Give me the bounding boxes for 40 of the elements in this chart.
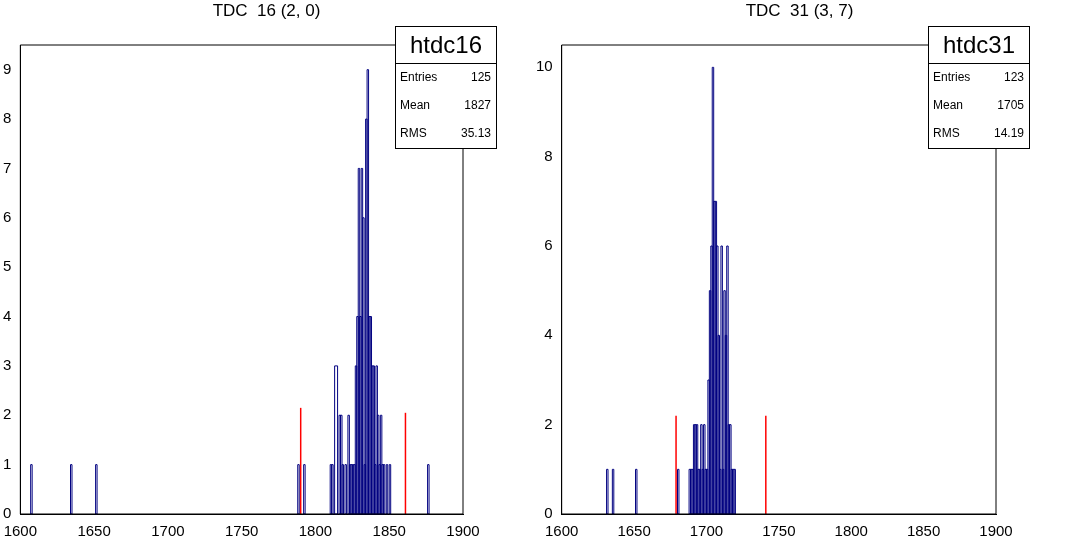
text: Entries 123 [933, 70, 1024, 84]
x-tick-label: 1850 [372, 522, 406, 540]
text: RMS 14.19 [933, 126, 1024, 140]
x-tick-label: 1900 [446, 522, 480, 540]
y-tick-label: 0 [544, 504, 553, 522]
y-tick-label: 6 [544, 236, 553, 254]
x-tick-label: 1650 [77, 522, 111, 540]
text: Mean 1705 [933, 98, 1024, 112]
x-tick-label: 1700 [689, 522, 724, 540]
x-tick-label: 1600 [3, 522, 38, 540]
y-tick-label: 7 [3, 158, 12, 176]
text: Mean 1827 [400, 98, 491, 112]
y-tick-label: 2 [3, 405, 12, 423]
y-tick-label: 4 [3, 306, 12, 324]
y-tick-label: 8 [3, 109, 12, 127]
text: RMS 35.13 [400, 126, 491, 140]
x-tick-label: 1800 [298, 522, 333, 540]
text: Entries 125 [400, 70, 491, 84]
x-tick-label: 1750 [762, 522, 796, 540]
y-tick-label: 4 [544, 325, 553, 343]
x-tick-label: 1900 [979, 522, 1013, 540]
y-tick-label: 2 [544, 414, 553, 432]
y-tick-label: 9 [3, 59, 12, 77]
annotation: htdc31 [929, 27, 1029, 64]
y-tick-label: 1 [3, 454, 12, 472]
x-tick-label: 1700 [151, 522, 185, 540]
chart-title: TDC 16 (2, 0) [211, 0, 322, 22]
x-tick-label: 1850 [906, 522, 941, 540]
y-tick-label: 10 [536, 57, 553, 75]
x-tick-label: 1750 [224, 522, 259, 540]
y-tick-label: 3 [3, 356, 12, 374]
annotation: htdc16 [396, 27, 496, 64]
y-tick-label: 5 [3, 257, 12, 275]
y-tick-label: 6 [3, 207, 12, 225]
y-tick-label: 8 [544, 146, 553, 164]
y-tick-label: 0 [3, 504, 12, 522]
x-tick-label: 1650 [617, 522, 651, 540]
x-tick-label: 1600 [545, 522, 579, 540]
chart-title: TDC 31 (3, 7) [744, 0, 855, 22]
x-tick-label: 1800 [834, 522, 868, 540]
